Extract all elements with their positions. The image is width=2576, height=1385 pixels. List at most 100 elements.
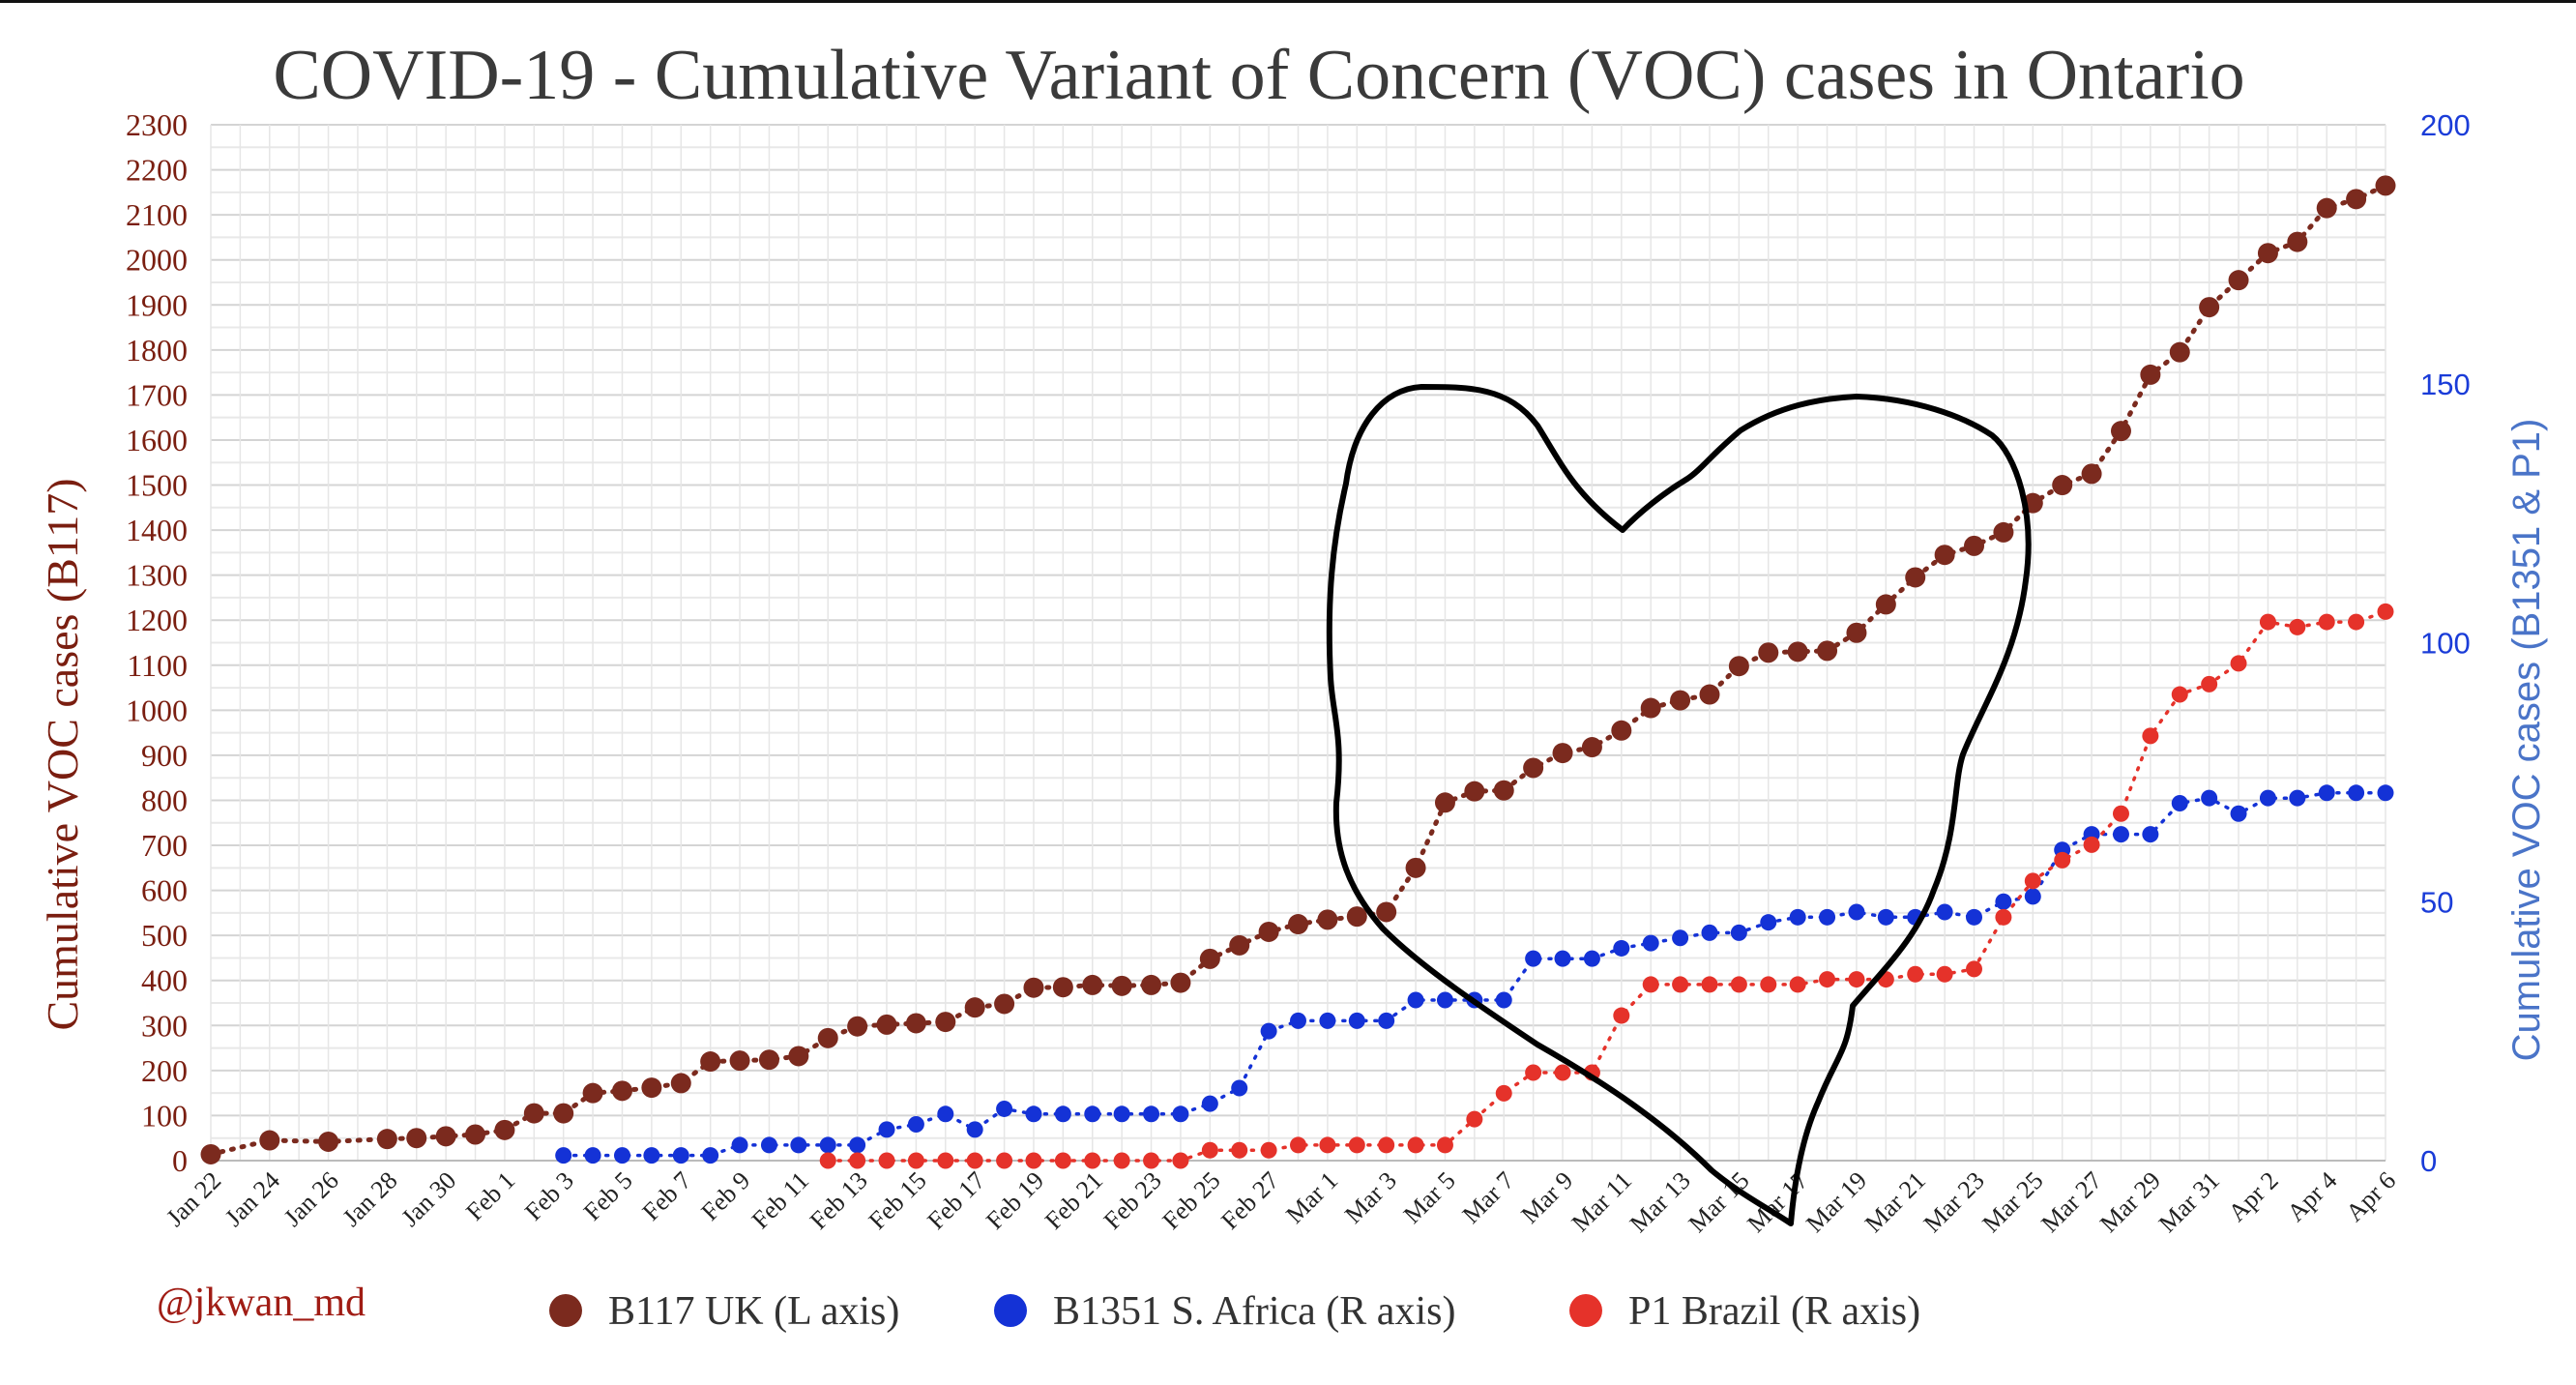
legend-marker bbox=[549, 1294, 582, 1327]
data-point bbox=[2346, 189, 2367, 210]
data-point bbox=[2348, 784, 2365, 802]
data-point bbox=[1995, 893, 2012, 910]
data-point bbox=[1436, 1136, 1453, 1154]
data-point bbox=[2171, 795, 2188, 812]
data-point bbox=[1348, 1136, 1365, 1154]
data-point bbox=[819, 1152, 836, 1169]
data-point bbox=[553, 1103, 574, 1124]
data-point bbox=[1378, 1136, 1395, 1154]
left-tick-label: 1500 bbox=[126, 468, 188, 503]
data-point bbox=[2112, 826, 2129, 843]
data-point bbox=[731, 1136, 748, 1154]
data-point bbox=[435, 1126, 456, 1147]
data-point bbox=[1819, 971, 1836, 988]
data-point bbox=[700, 1051, 721, 1073]
data-point bbox=[1201, 1095, 1218, 1112]
x-tick-label: Mar 13 bbox=[1625, 1166, 1696, 1238]
left-tick-label: 1100 bbox=[127, 648, 188, 683]
right-tick-label: 0 bbox=[2420, 1144, 2437, 1178]
data-point bbox=[702, 1147, 719, 1164]
data-point bbox=[964, 997, 985, 1018]
left-tick-label: 700 bbox=[141, 828, 188, 863]
chart-title: COVID-19 - Cumulative Variant of Concern… bbox=[273, 36, 2244, 115]
data-point bbox=[819, 1136, 836, 1154]
data-point bbox=[1934, 545, 1955, 566]
data-point bbox=[1466, 1110, 1483, 1128]
x-tick-label: Jan 28 bbox=[337, 1166, 403, 1232]
heart-annotation bbox=[1326, 384, 2032, 1226]
data-point bbox=[1848, 903, 1865, 921]
x-tick-label: Mar 11 bbox=[1566, 1166, 1637, 1237]
x-tick-label: Mar 25 bbox=[1976, 1166, 2048, 1238]
data-point bbox=[1113, 1105, 1130, 1123]
legend-label: B117 UK (L axis) bbox=[608, 1289, 899, 1334]
x-tick-label: Jan 22 bbox=[161, 1166, 226, 1232]
data-point bbox=[817, 1027, 838, 1048]
x-tick-label: Mar 19 bbox=[1800, 1166, 1872, 1238]
left-tick-label: 100 bbox=[141, 1098, 188, 1133]
data-point bbox=[876, 1014, 897, 1035]
x-tick-label: Feb 25 bbox=[1157, 1166, 1226, 1235]
left-tick-label: 1000 bbox=[126, 692, 188, 727]
data-point bbox=[1672, 976, 1689, 993]
data-point bbox=[259, 1130, 280, 1151]
data-point bbox=[1054, 1105, 1071, 1123]
data-point bbox=[2230, 655, 2247, 672]
left-tick-label: 400 bbox=[141, 963, 188, 998]
data-point bbox=[878, 1152, 895, 1169]
data-point bbox=[2375, 175, 2396, 196]
data-point bbox=[907, 1116, 924, 1134]
x-tick-label: Feb 23 bbox=[1098, 1166, 1167, 1235]
data-point bbox=[2169, 341, 2190, 363]
data-point bbox=[1464, 781, 1485, 802]
data-point bbox=[2199, 297, 2220, 318]
data-point bbox=[1231, 1141, 1248, 1159]
data-point bbox=[966, 1121, 983, 1138]
data-point bbox=[1290, 1136, 1306, 1154]
data-point bbox=[1936, 965, 1953, 983]
data-point bbox=[1640, 697, 1661, 719]
data-point bbox=[1907, 965, 1924, 983]
x-tick-label: Mar 21 bbox=[1859, 1166, 1931, 1238]
data-point bbox=[2228, 270, 2249, 291]
left-tick-label: 2200 bbox=[126, 153, 188, 188]
left-tick-label: 1600 bbox=[126, 423, 188, 457]
data-point bbox=[1260, 1022, 1277, 1040]
data-point bbox=[2287, 231, 2308, 252]
data-point bbox=[2142, 826, 2159, 843]
data-point bbox=[1525, 950, 1542, 967]
data-point bbox=[1434, 792, 1455, 813]
data-point bbox=[1025, 1152, 1042, 1169]
left-tick-label: 1200 bbox=[126, 603, 188, 637]
data-point bbox=[1141, 974, 1162, 995]
data-point bbox=[2230, 805, 2247, 822]
data-point bbox=[1495, 1084, 1512, 1102]
data-point bbox=[729, 1050, 750, 1072]
data-point bbox=[1054, 1152, 1071, 1169]
data-point bbox=[670, 1073, 691, 1094]
data-point bbox=[1966, 908, 1983, 926]
data-point bbox=[2083, 836, 2100, 853]
data-point bbox=[1613, 1007, 1630, 1024]
x-tick-label: Jan 30 bbox=[395, 1166, 461, 1232]
data-point bbox=[1084, 1105, 1101, 1123]
data-point bbox=[641, 1077, 662, 1099]
data-point bbox=[1728, 656, 1749, 677]
data-point bbox=[1819, 908, 1836, 926]
data-point bbox=[1023, 977, 1044, 998]
x-tick-label: Apr 6 bbox=[2340, 1166, 2401, 1227]
data-point bbox=[1258, 921, 1279, 942]
data-point bbox=[2024, 888, 2041, 905]
data-point bbox=[2142, 727, 2159, 745]
data-point bbox=[1143, 1105, 1160, 1123]
data-point bbox=[788, 1046, 809, 1067]
data-point bbox=[2259, 613, 2276, 631]
data-point bbox=[966, 1152, 983, 1169]
data-point bbox=[2289, 789, 2306, 807]
data-point bbox=[1229, 934, 1250, 956]
top-border bbox=[0, 0, 2576, 3]
data-point bbox=[849, 1152, 866, 1169]
data-point bbox=[2110, 421, 2131, 442]
data-point bbox=[1290, 1012, 1306, 1029]
series-line bbox=[826, 609, 2387, 1163]
